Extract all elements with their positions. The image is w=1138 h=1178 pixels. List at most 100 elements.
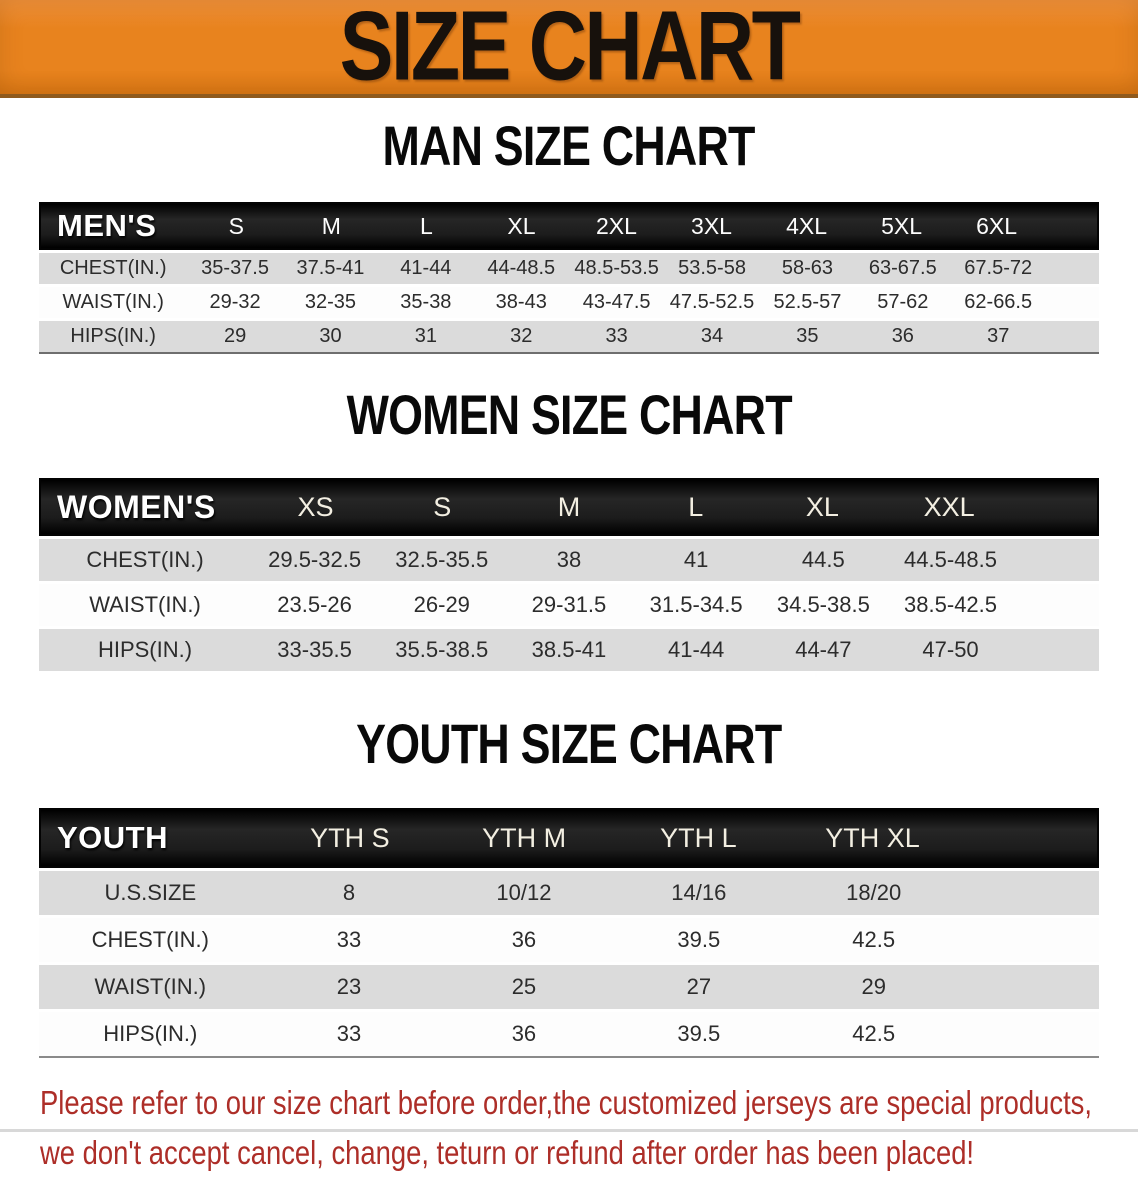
table-cell: 47.5-52.5	[669, 291, 755, 313]
table-row: CHEST(IN.) 29.5-32.5 32.5-35.5 38 41 44.5 44.5…	[39, 539, 1099, 581]
table-row: HIPS(IN.) 29 30 31 32 33 34 35 36 37	[39, 321, 1099, 352]
table-cell: 23.5-26	[277, 592, 352, 617]
table-cell: 44.5	[801, 547, 845, 572]
row-label: HIPS(IN.)	[97, 637, 193, 662]
youth-section-heading: YOUTH SIZE CHART	[0, 712, 1138, 782]
table-corner-label: YOUTH	[57, 820, 168, 855]
column-header: S	[433, 491, 452, 522]
table-cell: 31.5-34.5	[649, 592, 743, 617]
row-label: HIPS(IN.)	[70, 325, 156, 347]
table-cell: 23	[336, 974, 362, 999]
table-cell: 44-48.5	[487, 257, 556, 279]
table-cell: 29	[861, 974, 886, 999]
table-cell: 30	[319, 325, 342, 347]
youth-section-heading-text: YOUTH SIZE CHART	[356, 712, 782, 775]
table-cell: 32.5-35.5	[395, 547, 489, 572]
table-cell: 31	[414, 325, 437, 347]
table-cell: 39.5	[677, 927, 721, 952]
table-cell: 35.5-38.5	[395, 637, 489, 662]
table-cell: 32-35	[304, 291, 357, 313]
table-cell: 33	[336, 927, 362, 952]
table-cell: 36	[511, 1021, 537, 1046]
table-cell: 35-38	[400, 291, 452, 313]
table-cell: 47-50	[922, 637, 979, 662]
row-label: HIPS(IN.)	[103, 1021, 198, 1046]
column-header: 4XL	[786, 212, 827, 239]
table-cell: 34.5-38.5	[776, 592, 870, 617]
table-row: CHEST(IN.) 35-37.5 37.5-41 41-44 44-48.5 48.5…	[39, 253, 1099, 284]
table-cell: 29	[223, 325, 247, 347]
table-cell: 29.5-32.5	[268, 547, 362, 572]
column-header: M	[321, 212, 341, 239]
column-header: YTH L	[660, 822, 737, 853]
table-cell: 26-29	[413, 592, 470, 617]
column-header: YTH XL	[825, 822, 920, 853]
table-cell: 36	[511, 927, 537, 952]
table-cell: 18/20	[846, 880, 902, 905]
table-cell: 33-35.5	[277, 637, 352, 662]
table-cell: 38.5-42.5	[904, 592, 998, 617]
row-label: WAIST(IN.)	[62, 291, 164, 313]
bottom-divider	[0, 1129, 1138, 1132]
size-chart-banner: SIZE CHART	[0, 0, 1138, 98]
table-cell: 36	[891, 325, 914, 347]
disclaimer-note: Please refer to our size chart before or…	[40, 1078, 1138, 1178]
table-row: WAIST(IN.) 23 25 27 29	[39, 965, 1099, 1009]
row-label: CHEST(IN.)	[86, 547, 204, 572]
table-cell: 63-67.5	[868, 257, 937, 279]
row-label: CHEST(IN.)	[91, 927, 209, 952]
table-cell: 62-66.5	[964, 291, 1033, 313]
column-header: M	[557, 491, 581, 522]
table-cell: 14/16	[671, 880, 727, 905]
table-corner-label: MEN'S	[57, 208, 157, 243]
table-cell: 25	[511, 974, 537, 999]
womens-size-table: WOMEN'S XS S M L XL XXL CHEST(IN.) 29.5-32.5 32.5…	[39, 478, 1099, 671]
table-cell: 8	[342, 880, 356, 905]
table-cell: 67.5-72	[964, 257, 1033, 279]
disclaimer-line-1: Please refer to our size chart before or…	[40, 1084, 1092, 1121]
table-header-row: WOMEN'S XS S M L XL XXL	[39, 478, 1099, 536]
women-section-heading-text: WOMEN SIZE CHART	[346, 383, 792, 446]
men-section-heading: MAN SIZE CHART	[0, 114, 1138, 184]
column-header: XL	[805, 491, 839, 522]
table-cell: 52.5-57	[773, 291, 842, 313]
table-cell: 29-32	[209, 291, 261, 313]
table-cell: 41-44	[668, 637, 725, 662]
youth-size-table: YOUTH YTH S YTH M YTH L YTH XL U.S.SIZE 8 10/12…	[39, 808, 1099, 1058]
column-header: S	[228, 212, 245, 239]
table-cell: 39.5	[677, 1021, 721, 1046]
table-cell: 44.5-48.5	[904, 547, 998, 572]
row-label: WAIST(IN.)	[94, 974, 207, 999]
table-row: HIPS(IN.) 33 36 39.5 42.5	[39, 1012, 1099, 1056]
column-header: 6XL	[976, 212, 1018, 239]
column-header: YTH S	[310, 822, 390, 853]
column-header: XS	[297, 491, 334, 522]
table-row: WAIST(IN.) 29-32 32-35 35-38 38-43 43-47.5 47.…	[39, 287, 1099, 318]
table-header-row: YOUTH YTH S YTH M YTH L YTH XL	[39, 808, 1099, 868]
column-header: 2XL	[596, 212, 637, 239]
table-cell: 10/12	[496, 880, 552, 905]
column-header: L	[688, 491, 704, 522]
disclaimer-line-2: we don't accept cancel, change, teturn o…	[40, 1134, 975, 1171]
table-cell: 41-44	[400, 257, 452, 279]
table-cell: 35-37.5	[201, 257, 269, 279]
column-header: 3XL	[691, 212, 732, 239]
column-header: XL	[507, 212, 536, 239]
table-cell: 38-43	[495, 291, 547, 313]
table-cell: 29-31.5	[531, 592, 607, 617]
table-header-row: MEN'S S M L XL 2XL 3XL 4XL 5XL 6XL	[39, 202, 1099, 250]
row-label: WAIST(IN.)	[89, 592, 201, 617]
table-cell: 37.5-41	[296, 257, 365, 279]
table-corner-label: WOMEN'S	[57, 488, 216, 525]
column-header: YTH M	[482, 822, 567, 853]
table-row: U.S.SIZE 8 10/12 14/16 18/20	[39, 871, 1099, 915]
table-cell: 42.5	[852, 927, 896, 952]
row-label: CHEST(IN.)	[59, 257, 167, 279]
banner-title: SIZE CHART	[339, 0, 801, 102]
table-cell: 38.5-41	[531, 637, 607, 662]
table-cell: 48.5-53.5	[574, 257, 659, 279]
table-cell: 33	[336, 1021, 362, 1046]
table-cell: 41	[683, 547, 709, 572]
men-section-heading-text: MAN SIZE CHART	[382, 114, 756, 177]
table-cell: 32	[510, 325, 533, 347]
